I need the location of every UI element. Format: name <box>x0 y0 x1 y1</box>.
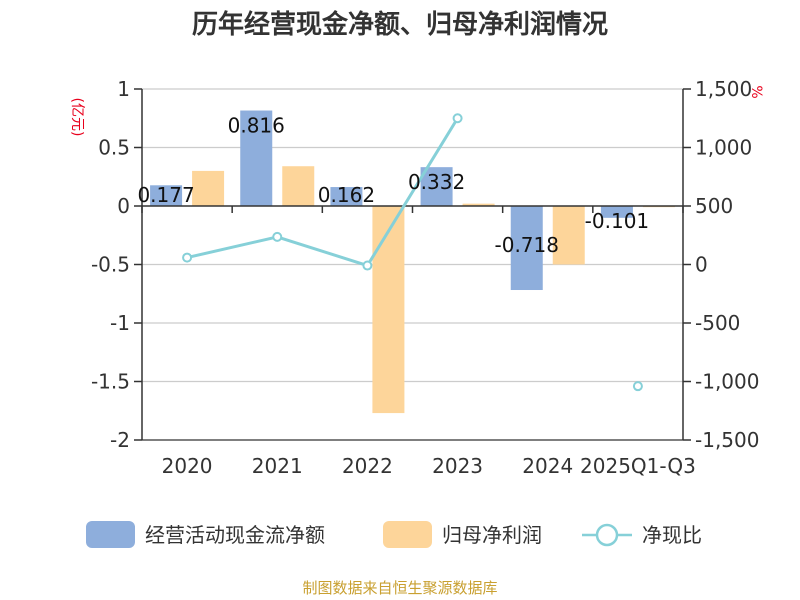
ratio-point-2022 <box>362 260 373 271</box>
data-label-cashflow-2025Q1-Q3: -0.101 <box>585 209 649 233</box>
right-tick-label: -1,500 <box>695 428 759 452</box>
bar-netprofit-2024 <box>552 206 585 265</box>
data-label-cashflow-2024: -0.718 <box>495 233 559 257</box>
left-tick-label: -1 <box>110 311 130 335</box>
right-tick-label: 500 <box>695 194 733 218</box>
ratio-point-2020 <box>182 252 193 263</box>
bar-cashflow-2022 <box>330 187 363 206</box>
axes <box>134 88 691 441</box>
bar-netprofit-2021 <box>282 166 315 206</box>
source-note: 制图数据来自恒生聚源数据库 <box>302 579 497 597</box>
bar-netprofit-2023 <box>462 203 495 206</box>
right-tick-label: 1,500 <box>695 77 752 101</box>
category-label-2022: 2022 <box>342 454 393 478</box>
right-tick-label: 0 <box>695 253 708 277</box>
left-tick-label: -0.5 <box>91 253 130 277</box>
left-tick-label: -2 <box>110 428 130 452</box>
right-tick-label: -1,000 <box>695 370 759 394</box>
legend-item-cashflow[interactable]: 经营活动现金流净额 <box>86 521 325 548</box>
data-label-cashflow-2023: 0.332 <box>408 170 465 194</box>
bar-cashflow-2020 <box>150 185 183 206</box>
bar-netprofit-2022 <box>372 206 405 414</box>
left-tick-label: 0.5 <box>98 136 130 160</box>
legend-label-ratio: 净现比 <box>642 523 702 547</box>
right-axis-unit: % <box>748 85 764 98</box>
category-label-2023: 2023 <box>432 454 483 478</box>
tick-labels: 1 0.5 0 -0.5 -1 -1.5 -2 1,500 1,000 500 0 -500 -1,00… <box>91 77 760 478</box>
chart-title: 历年经营现金净额、归母净利润情况 <box>192 9 608 40</box>
category-label-2021: 2021 <box>252 454 303 478</box>
data-labels: 0.177 0.816 0.162 0.332 -0.718 -0.101 <box>137 114 649 257</box>
legend-swatch-netprofit <box>383 521 432 548</box>
bar-cashflow-2024 <box>510 206 543 291</box>
bar-netprofit-2020 <box>192 170 225 206</box>
left-axis-unit: (亿元) <box>69 98 85 137</box>
ratio-line-segment <box>186 117 459 268</box>
left-tick-label: 0 <box>117 194 130 218</box>
ratio-point-2023 <box>452 113 463 124</box>
legend: 经营活动现金流净额 归母净利润 净现比 <box>86 521 702 548</box>
ratio-point-2021 <box>272 231 283 242</box>
left-tick-label: 1 <box>117 77 130 101</box>
data-label-cashflow-2021: 0.816 <box>228 114 285 138</box>
legend-swatch-cashflow <box>86 521 135 548</box>
category-label-2025Q1-Q3: 2025Q1-Q3 <box>580 454 696 478</box>
legend-item-netprofit[interactable]: 归母净利润 <box>383 521 542 548</box>
legend-item-ratio[interactable]: 净现比 <box>582 523 702 547</box>
category-label-2020: 2020 <box>162 454 213 478</box>
bar-cashflow-2023 <box>420 167 453 206</box>
legend-label-netprofit: 归母净利润 <box>442 523 542 547</box>
bars <box>150 110 675 414</box>
category-label-2024: 2024 <box>522 454 573 478</box>
legend-swatch-ratio-marker <box>595 523 619 547</box>
bar-cashflow-2021 <box>240 110 273 206</box>
data-label-cashflow-2022: 0.162 <box>318 183 375 207</box>
right-tick-label: 1,000 <box>695 136 752 160</box>
data-label-cashflow-2020: 0.177 <box>137 183 194 207</box>
grid <box>142 88 683 383</box>
right-tick-label: -500 <box>695 311 740 335</box>
ratio-point-2025Q1-Q3 <box>632 381 643 392</box>
legend-label-cashflow: 经营活动现金流净额 <box>145 523 325 547</box>
left-tick-label: -1.5 <box>91 370 130 394</box>
bar-cashflow-2025Q1-Q3 <box>600 206 633 218</box>
ratio-line <box>182 113 643 392</box>
